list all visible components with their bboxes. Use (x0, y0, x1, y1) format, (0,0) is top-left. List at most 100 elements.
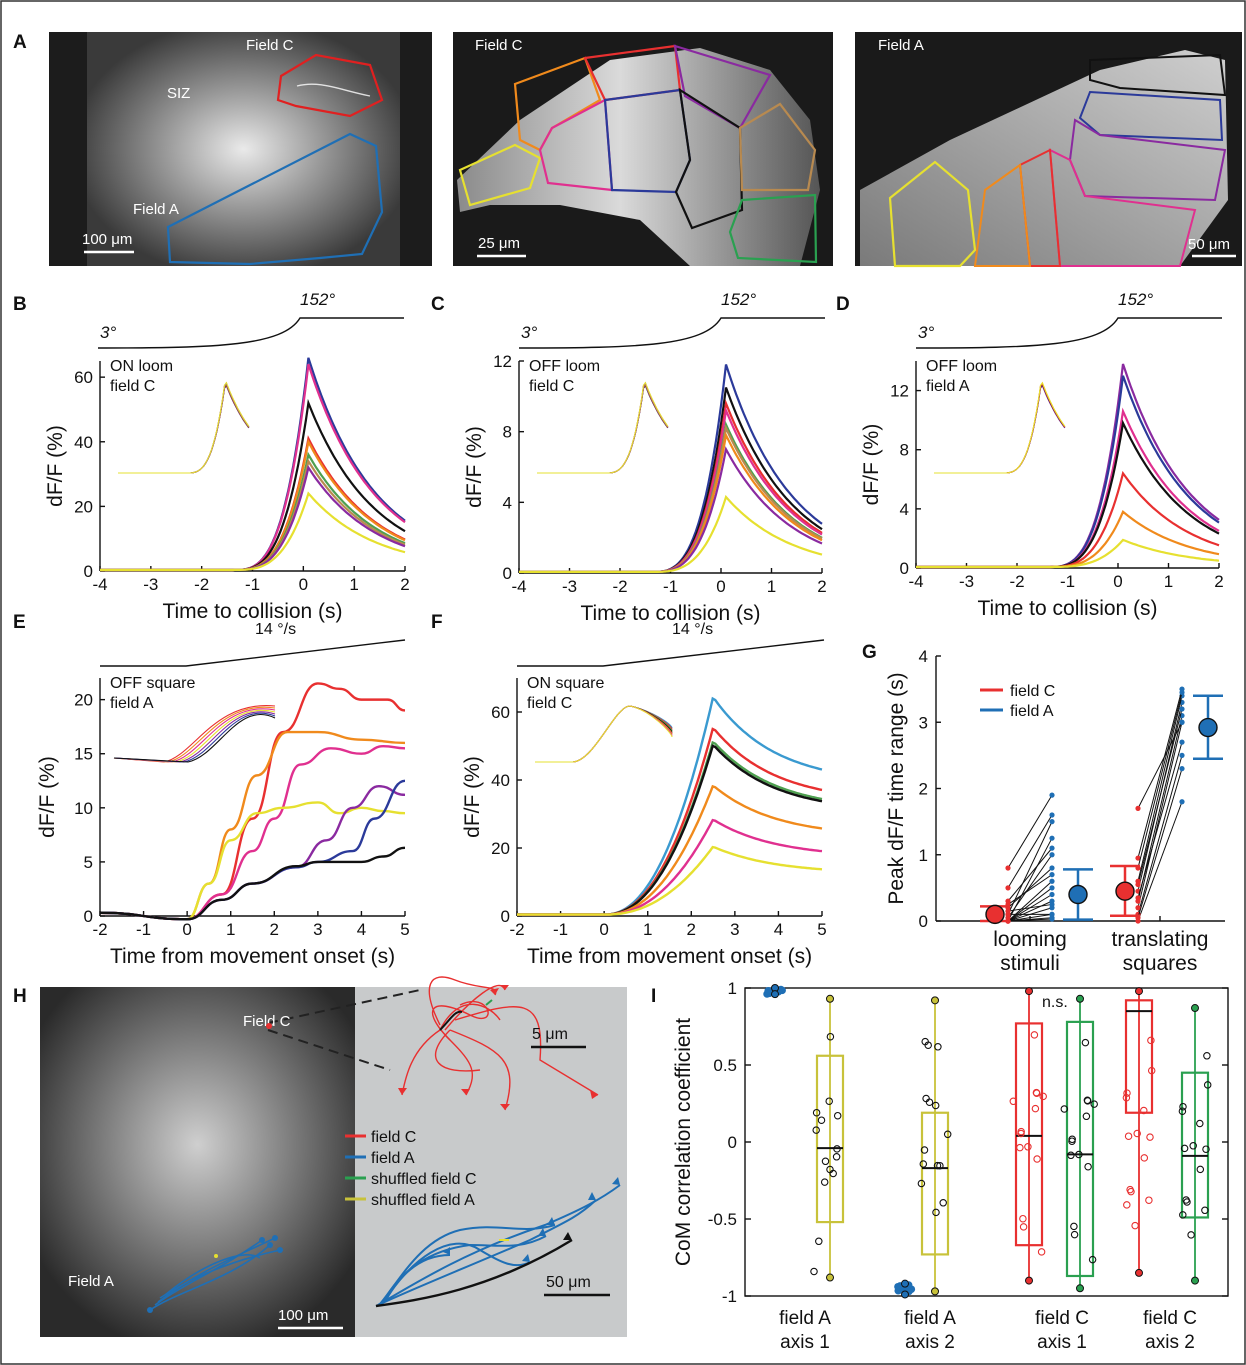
data-point (1196, 1119, 1204, 1128)
data-point (1180, 1144, 1189, 1153)
data-point (939, 1199, 947, 1207)
inset-trace (537, 383, 669, 474)
legend-label: field A (1010, 703, 1054, 720)
x-tick-label: -2 (92, 920, 107, 939)
y-tick-label: 15 (74, 745, 93, 764)
pair-line (1007, 867, 1053, 909)
whisker-end-point (826, 994, 834, 1003)
data-point (1081, 1038, 1090, 1047)
data-point (1187, 1231, 1195, 1239)
point-field-a (1179, 752, 1185, 758)
h-scale-main: 100 μm (278, 1307, 328, 1324)
d-stim-end: 152° (1118, 290, 1153, 309)
x-tick-label: -1 (1060, 572, 1075, 591)
panel-label-h: H (13, 986, 27, 1007)
x-axis-label: Time to collision (s) (580, 602, 760, 625)
panel-label-a: A (13, 32, 27, 53)
point-field-a (1049, 845, 1055, 851)
pair-line (1007, 887, 1053, 922)
data-point (826, 1032, 835, 1041)
data-point (1083, 1097, 1092, 1105)
whisker-end-point (1076, 994, 1084, 1003)
inset-trace (934, 383, 1066, 474)
y-tick-label: 0 (501, 907, 510, 926)
pair-line (1137, 768, 1183, 918)
pair-line (1007, 900, 1053, 922)
series-line (99, 846, 406, 921)
point-field-a (1179, 689, 1185, 696)
series-line (916, 538, 1220, 569)
h-legend: field C field A shuffled field C shuffle… (345, 1129, 477, 1209)
data-point (1031, 1104, 1040, 1113)
whisker-end-point (1025, 987, 1033, 996)
category-label-line1: translating (1112, 928, 1209, 951)
inset-trace (118, 381, 250, 474)
data-point (1032, 1089, 1041, 1097)
panel-a-image-2: Field C 25 μm (453, 32, 833, 266)
data-point (1122, 1093, 1131, 1102)
f-stim-speed: 14 °/s (672, 621, 713, 638)
whisker-end-point (1135, 987, 1143, 996)
y-tick-label: 0 (900, 559, 909, 578)
data-point (1140, 1106, 1148, 1115)
y-tick-label: 0 (503, 564, 512, 583)
point-field-a (1179, 706, 1185, 712)
inset-trace (118, 384, 250, 474)
legend-label: field C (1010, 683, 1055, 700)
series-line (916, 470, 1220, 569)
inset-trace (537, 382, 669, 474)
data-point (934, 1043, 942, 1051)
y-tick-label: 40 (491, 771, 510, 790)
inset-trace (537, 383, 669, 474)
box (1014, 1022, 1044, 1247)
data-point (917, 1179, 926, 1188)
data-point (1179, 1211, 1187, 1219)
data-point (1133, 1129, 1141, 1138)
loom-stimulus-traces: 3° 152° 3° 152° 3° 152° (97, 290, 1222, 349)
translate-stimulus-traces: 14 °/s 14 °/s (100, 621, 825, 667)
point-field-a (1049, 835, 1055, 841)
inset-trace (537, 384, 669, 474)
x-tick-label: 3 (313, 920, 322, 939)
series-line (916, 407, 1220, 569)
category-label-line1: field A (904, 1308, 956, 1329)
inset-trace (118, 383, 250, 474)
y-tick-label: 0 (919, 912, 928, 931)
series-line (99, 744, 406, 921)
whisker-end-point (771, 990, 779, 999)
y-tick-label: 4 (503, 493, 512, 512)
panel-label-f: F (431, 612, 443, 633)
panel-a-image-3: Field A 50 μm (855, 32, 1242, 268)
inset-trace (118, 383, 250, 474)
data-point (815, 1237, 823, 1246)
y-axis-label: dF/F (%) (463, 426, 486, 508)
a1-label-siz: SIZ (167, 85, 190, 102)
box (1180, 1071, 1210, 1219)
data-point (1123, 1089, 1131, 1097)
point-field-c (1135, 905, 1141, 911)
point-field-a (1049, 901, 1055, 908)
point-field-c (1005, 885, 1011, 891)
h-field-a-tracks (375, 1184, 621, 1307)
inset-trace (113, 708, 276, 763)
data-point (1082, 1112, 1091, 1121)
data-point (943, 1130, 952, 1139)
inset-trace (537, 381, 669, 474)
point-field-a (1179, 739, 1185, 745)
y-tick-label: 0 (728, 1133, 737, 1152)
x-tick-label: -1 (663, 577, 678, 596)
category-label-line1: field C (1143, 1308, 1197, 1329)
inset-label-line2: field A (926, 378, 970, 395)
inset-trace (118, 382, 250, 474)
series-line (99, 801, 406, 921)
pair-line (1007, 903, 1053, 912)
b-stim-start: 3° (100, 323, 116, 342)
x-tick-label: 4 (357, 920, 366, 939)
x-tick-label: 1 (349, 575, 358, 594)
mean-marker (985, 904, 1005, 925)
data-point (933, 1161, 942, 1170)
data-point (832, 1153, 841, 1161)
whisker-end-point (1076, 1284, 1084, 1293)
series-line (517, 784, 823, 916)
